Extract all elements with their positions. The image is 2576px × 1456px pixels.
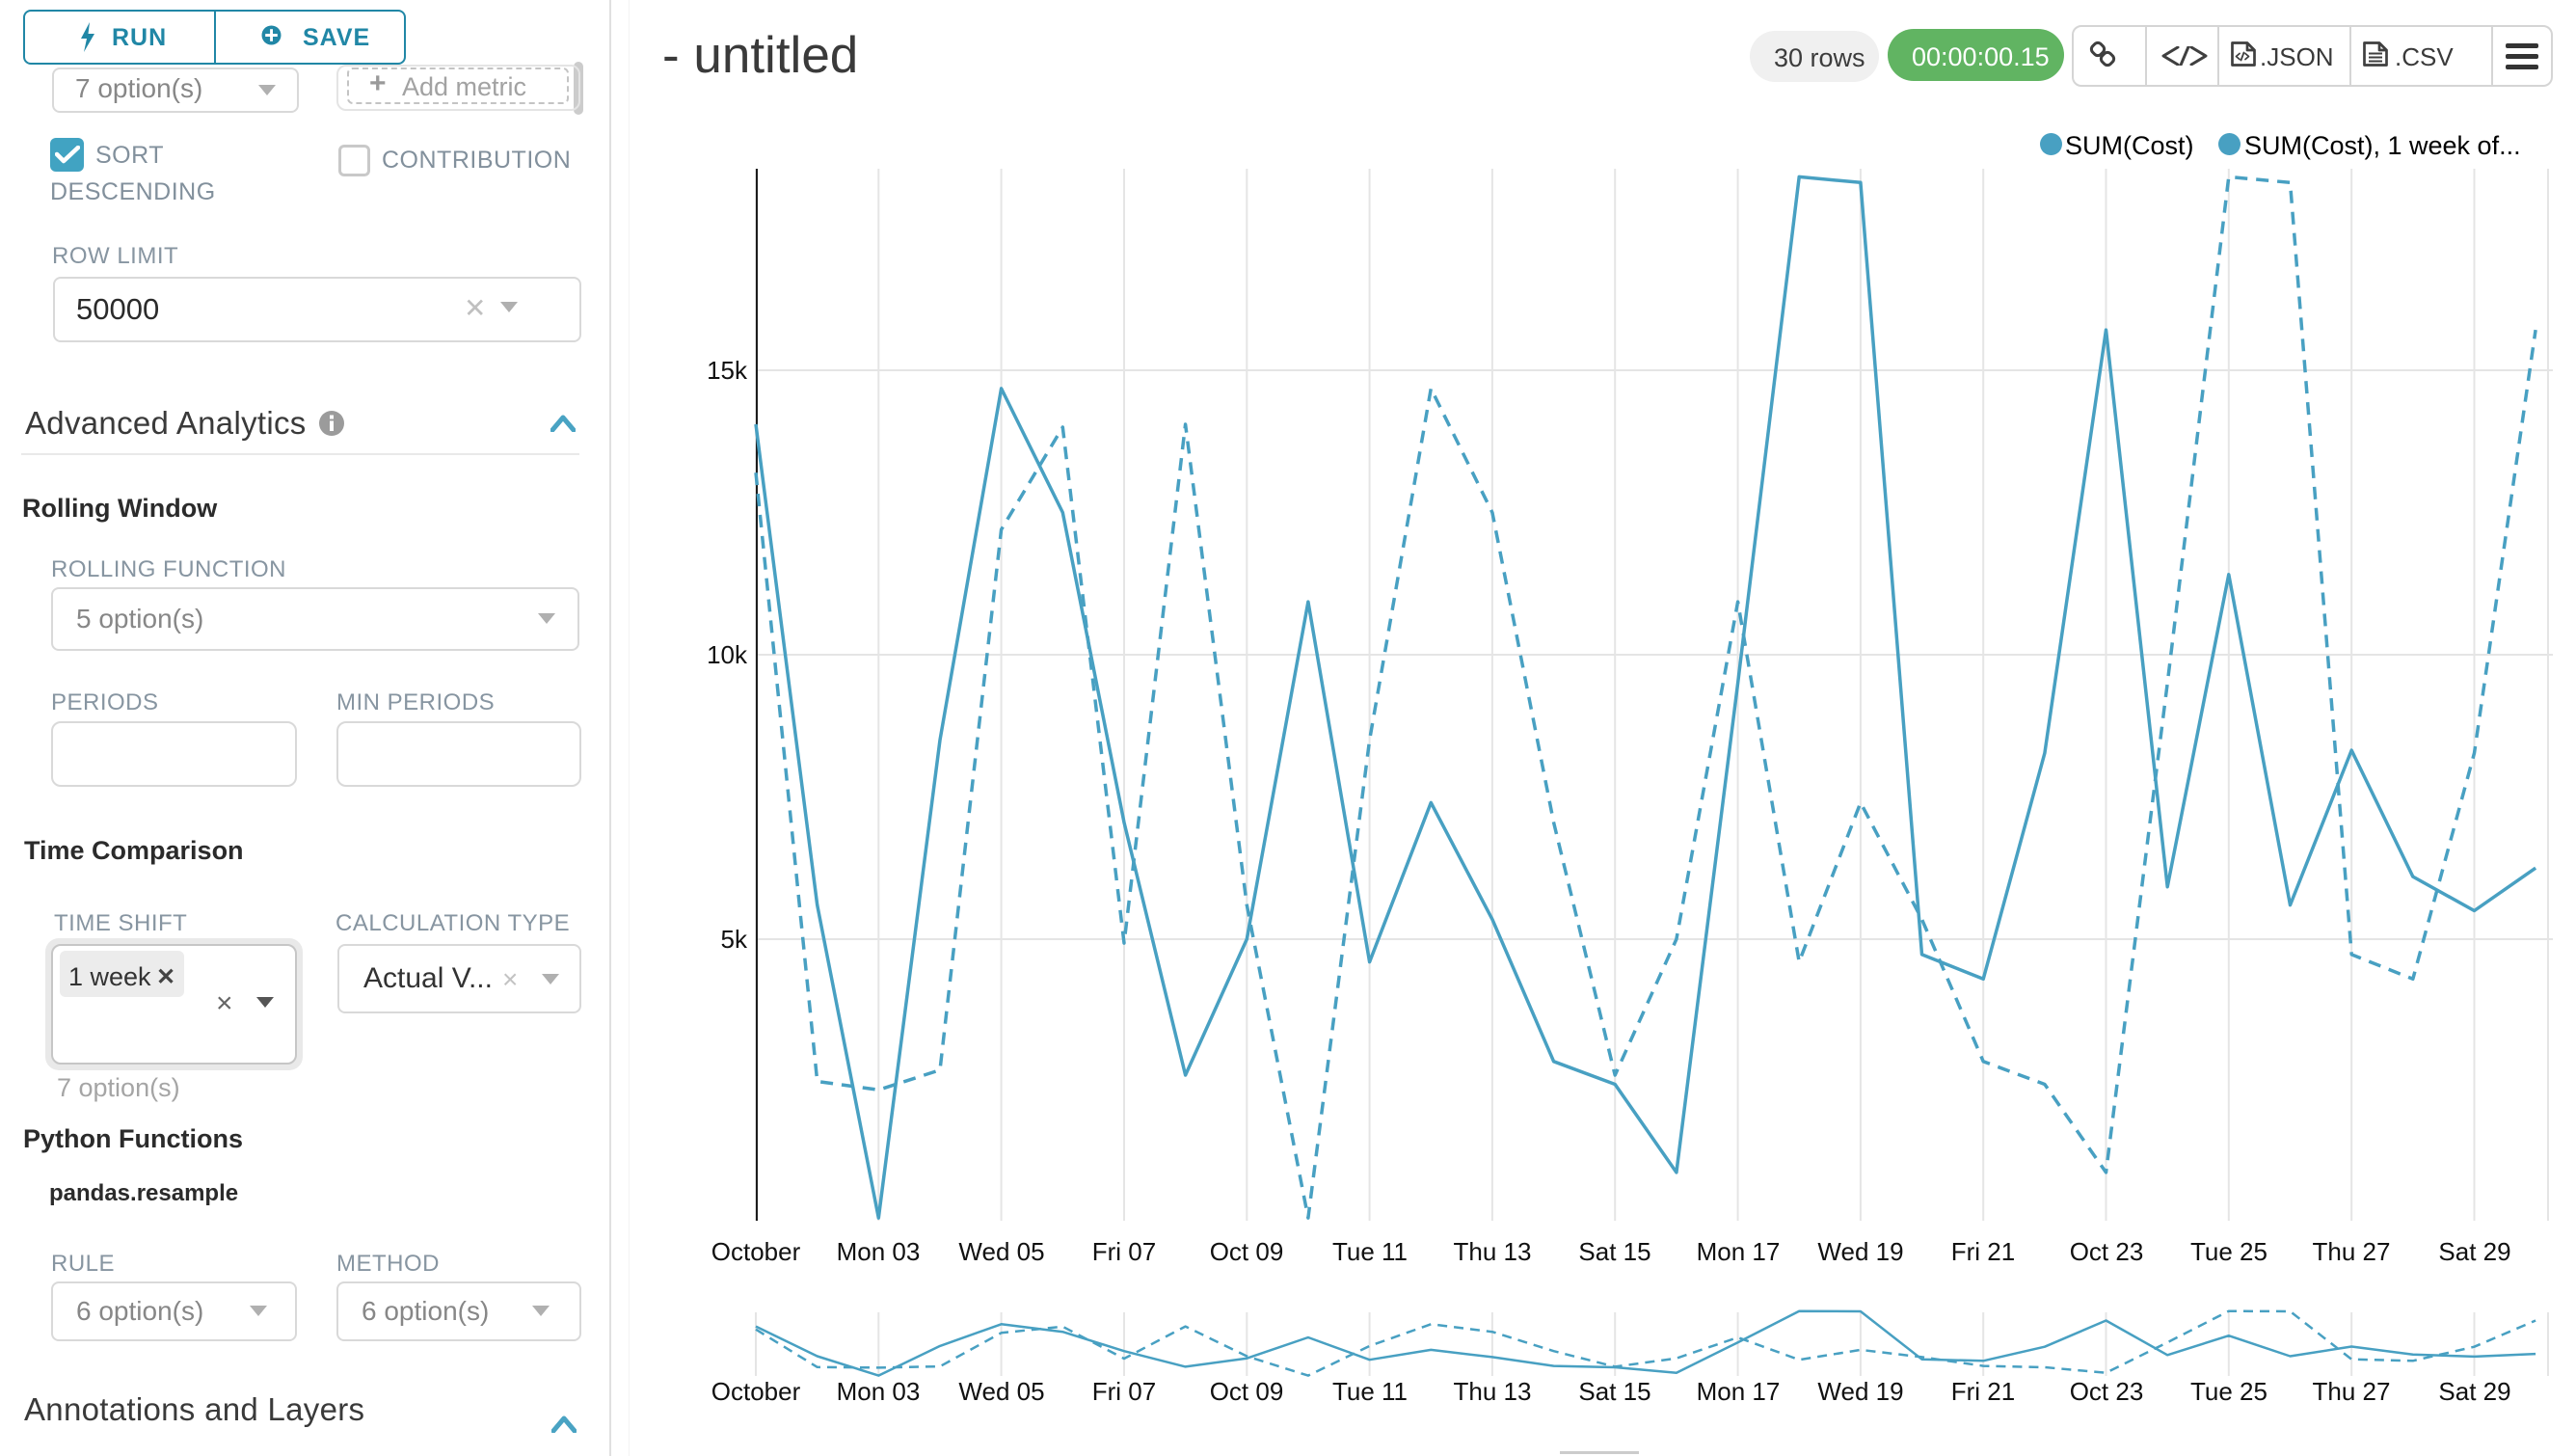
svg-text:Oct 23: Oct 23 bbox=[2070, 1237, 2144, 1266]
svg-text:Wed 05: Wed 05 bbox=[958, 1377, 1044, 1406]
svg-text:Thu 13: Thu 13 bbox=[1454, 1377, 1532, 1406]
svg-text:Thu 13: Thu 13 bbox=[1454, 1237, 1532, 1266]
svg-text:Mon 17: Mon 17 bbox=[1697, 1377, 1781, 1406]
svg-text:Wed 19: Wed 19 bbox=[1817, 1237, 1903, 1266]
svg-text:Oct 09: Oct 09 bbox=[1210, 1237, 1284, 1266]
svg-text:Fri 07: Fri 07 bbox=[1092, 1377, 1156, 1406]
svg-text:Fri 07: Fri 07 bbox=[1092, 1237, 1156, 1266]
svg-text:Sat 15: Sat 15 bbox=[1578, 1237, 1650, 1266]
svg-text:5k: 5k bbox=[721, 925, 748, 954]
svg-text:Mon 03: Mon 03 bbox=[837, 1377, 921, 1406]
svg-text:October: October bbox=[711, 1237, 801, 1266]
svg-text:Thu 27: Thu 27 bbox=[2313, 1377, 2391, 1406]
svg-text:10k: 10k bbox=[707, 640, 748, 669]
svg-text:Sat 29: Sat 29 bbox=[2438, 1237, 2510, 1266]
svg-text:Tue 11: Tue 11 bbox=[1332, 1237, 1408, 1266]
svg-text:15k: 15k bbox=[707, 356, 748, 385]
svg-text:Mon 03: Mon 03 bbox=[837, 1237, 921, 1266]
svg-text:Tue 25: Tue 25 bbox=[2190, 1237, 2267, 1266]
svg-text:Sat 15: Sat 15 bbox=[1578, 1377, 1650, 1406]
svg-text:Thu 27: Thu 27 bbox=[2313, 1237, 2391, 1266]
svg-text:Tue 11: Tue 11 bbox=[1332, 1377, 1408, 1406]
svg-text:Fri 21: Fri 21 bbox=[1951, 1237, 2015, 1266]
svg-text:October: October bbox=[711, 1377, 801, 1406]
svg-text:Fri 21: Fri 21 bbox=[1951, 1377, 2015, 1406]
svg-text:Wed 05: Wed 05 bbox=[958, 1237, 1044, 1266]
svg-text:Oct 23: Oct 23 bbox=[2070, 1377, 2144, 1406]
svg-text:Tue 25: Tue 25 bbox=[2190, 1377, 2267, 1406]
svg-text:Mon 17: Mon 17 bbox=[1697, 1237, 1781, 1266]
svg-text:Oct 09: Oct 09 bbox=[1210, 1377, 1284, 1406]
svg-text:Wed 19: Wed 19 bbox=[1817, 1377, 1903, 1406]
svg-text:Sat 29: Sat 29 bbox=[2438, 1377, 2510, 1406]
